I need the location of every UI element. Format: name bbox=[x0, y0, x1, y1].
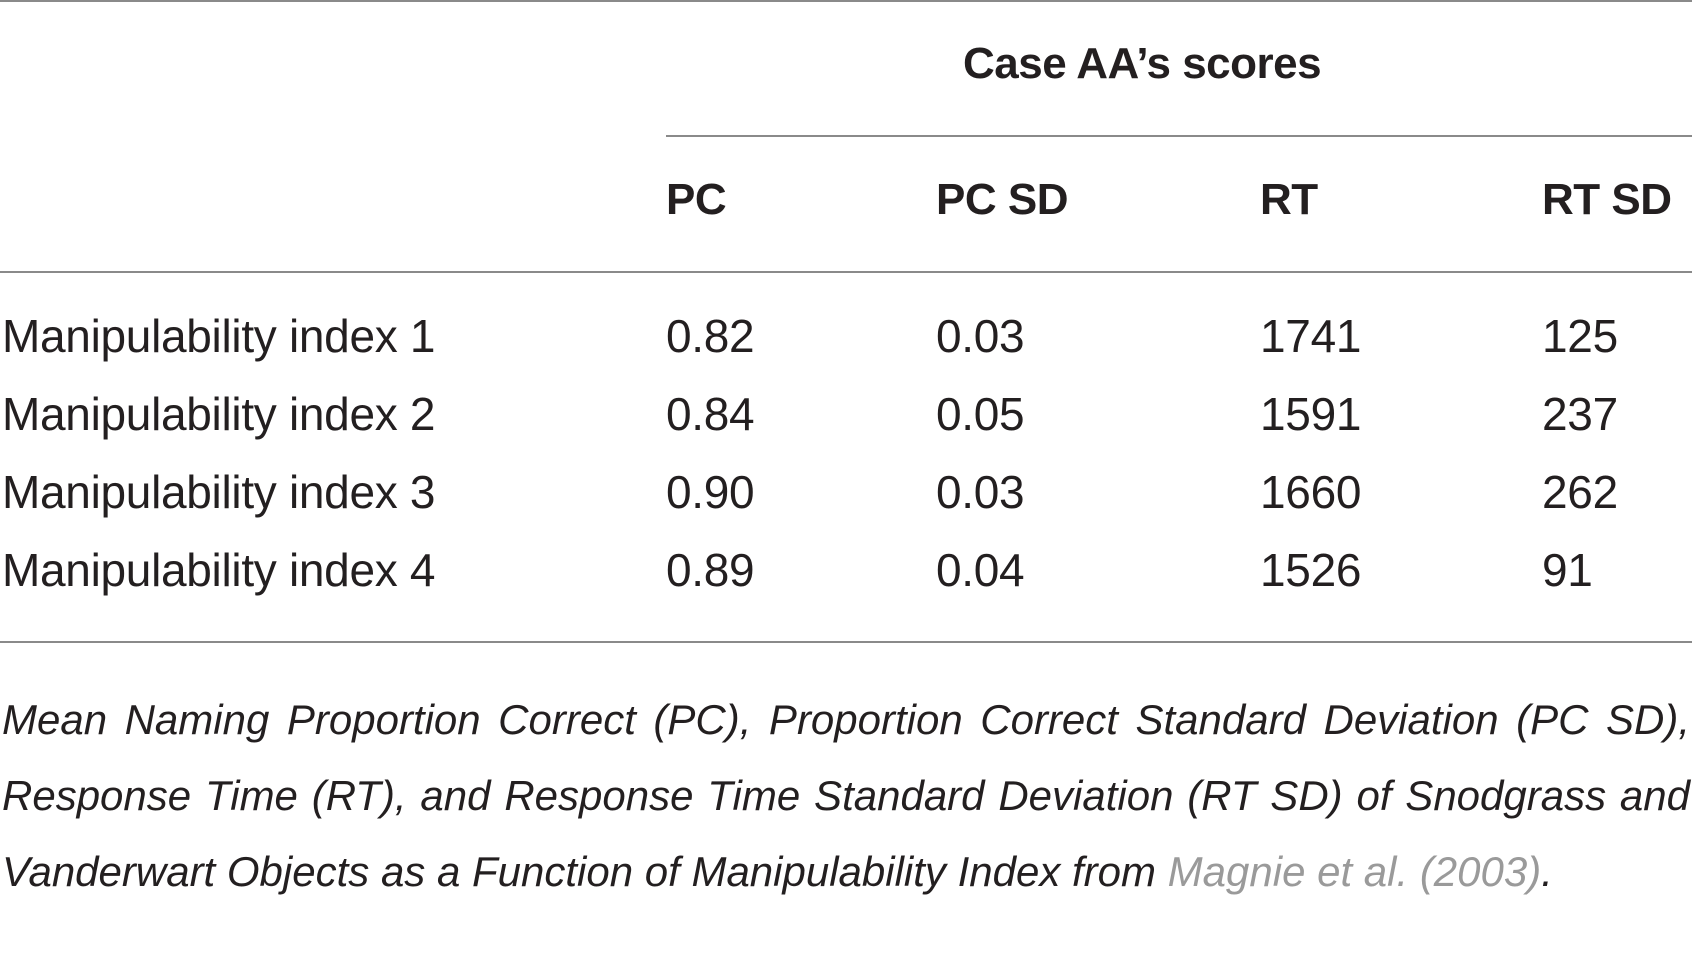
column-header-pc: PC bbox=[666, 175, 727, 224]
cell-rt-sd: 91 bbox=[1542, 544, 1593, 596]
row-label: Manipulability index 4 bbox=[2, 544, 436, 596]
row-label: Manipulability index 3 bbox=[2, 466, 436, 518]
cell-rt: 1526 bbox=[1260, 544, 1362, 596]
row-label: Manipulability index 1 bbox=[2, 310, 436, 362]
cell-rt-sd: 262 bbox=[1542, 466, 1618, 518]
cell-pc-sd: 0.03 bbox=[936, 466, 1025, 518]
column-header-rt: RT bbox=[1260, 175, 1318, 224]
cell-rt: 1591 bbox=[1260, 388, 1362, 440]
group-header: Case AA’s scores bbox=[963, 39, 1322, 88]
cell-rt-sd: 237 bbox=[1542, 388, 1618, 440]
bottom-rule bbox=[0, 641, 1692, 643]
caption-end: . bbox=[1541, 848, 1553, 895]
cell-pc-sd: 0.05 bbox=[936, 388, 1025, 440]
cell-pc: 0.89 bbox=[666, 544, 755, 596]
cell-pc-sd: 0.04 bbox=[936, 544, 1025, 596]
column-header-pc-sd: PC SD bbox=[936, 175, 1068, 224]
citation-link[interactable]: Magnie et al. (2003) bbox=[1167, 848, 1542, 895]
cell-rt: 1660 bbox=[1260, 466, 1362, 518]
cell-rt-sd: 125 bbox=[1542, 310, 1618, 362]
row-label: Manipulability index 2 bbox=[2, 388, 436, 440]
column-header-rt-sd: RT SD bbox=[1542, 175, 1672, 224]
group-header-rule bbox=[666, 135, 1692, 137]
cell-pc: 0.82 bbox=[666, 310, 755, 362]
caption-text: Mean Naming Proportion Correct (PC), Pro… bbox=[2, 696, 1690, 895]
cell-rt: 1741 bbox=[1260, 310, 1362, 362]
cell-pc: 0.84 bbox=[666, 388, 755, 440]
cell-pc-sd: 0.03 bbox=[936, 310, 1025, 362]
table-caption: Mean Naming Proportion Correct (PC), Pro… bbox=[2, 682, 1690, 910]
cell-pc: 0.90 bbox=[666, 466, 755, 518]
top-rule bbox=[0, 0, 1692, 2]
header-rule bbox=[0, 271, 1692, 273]
